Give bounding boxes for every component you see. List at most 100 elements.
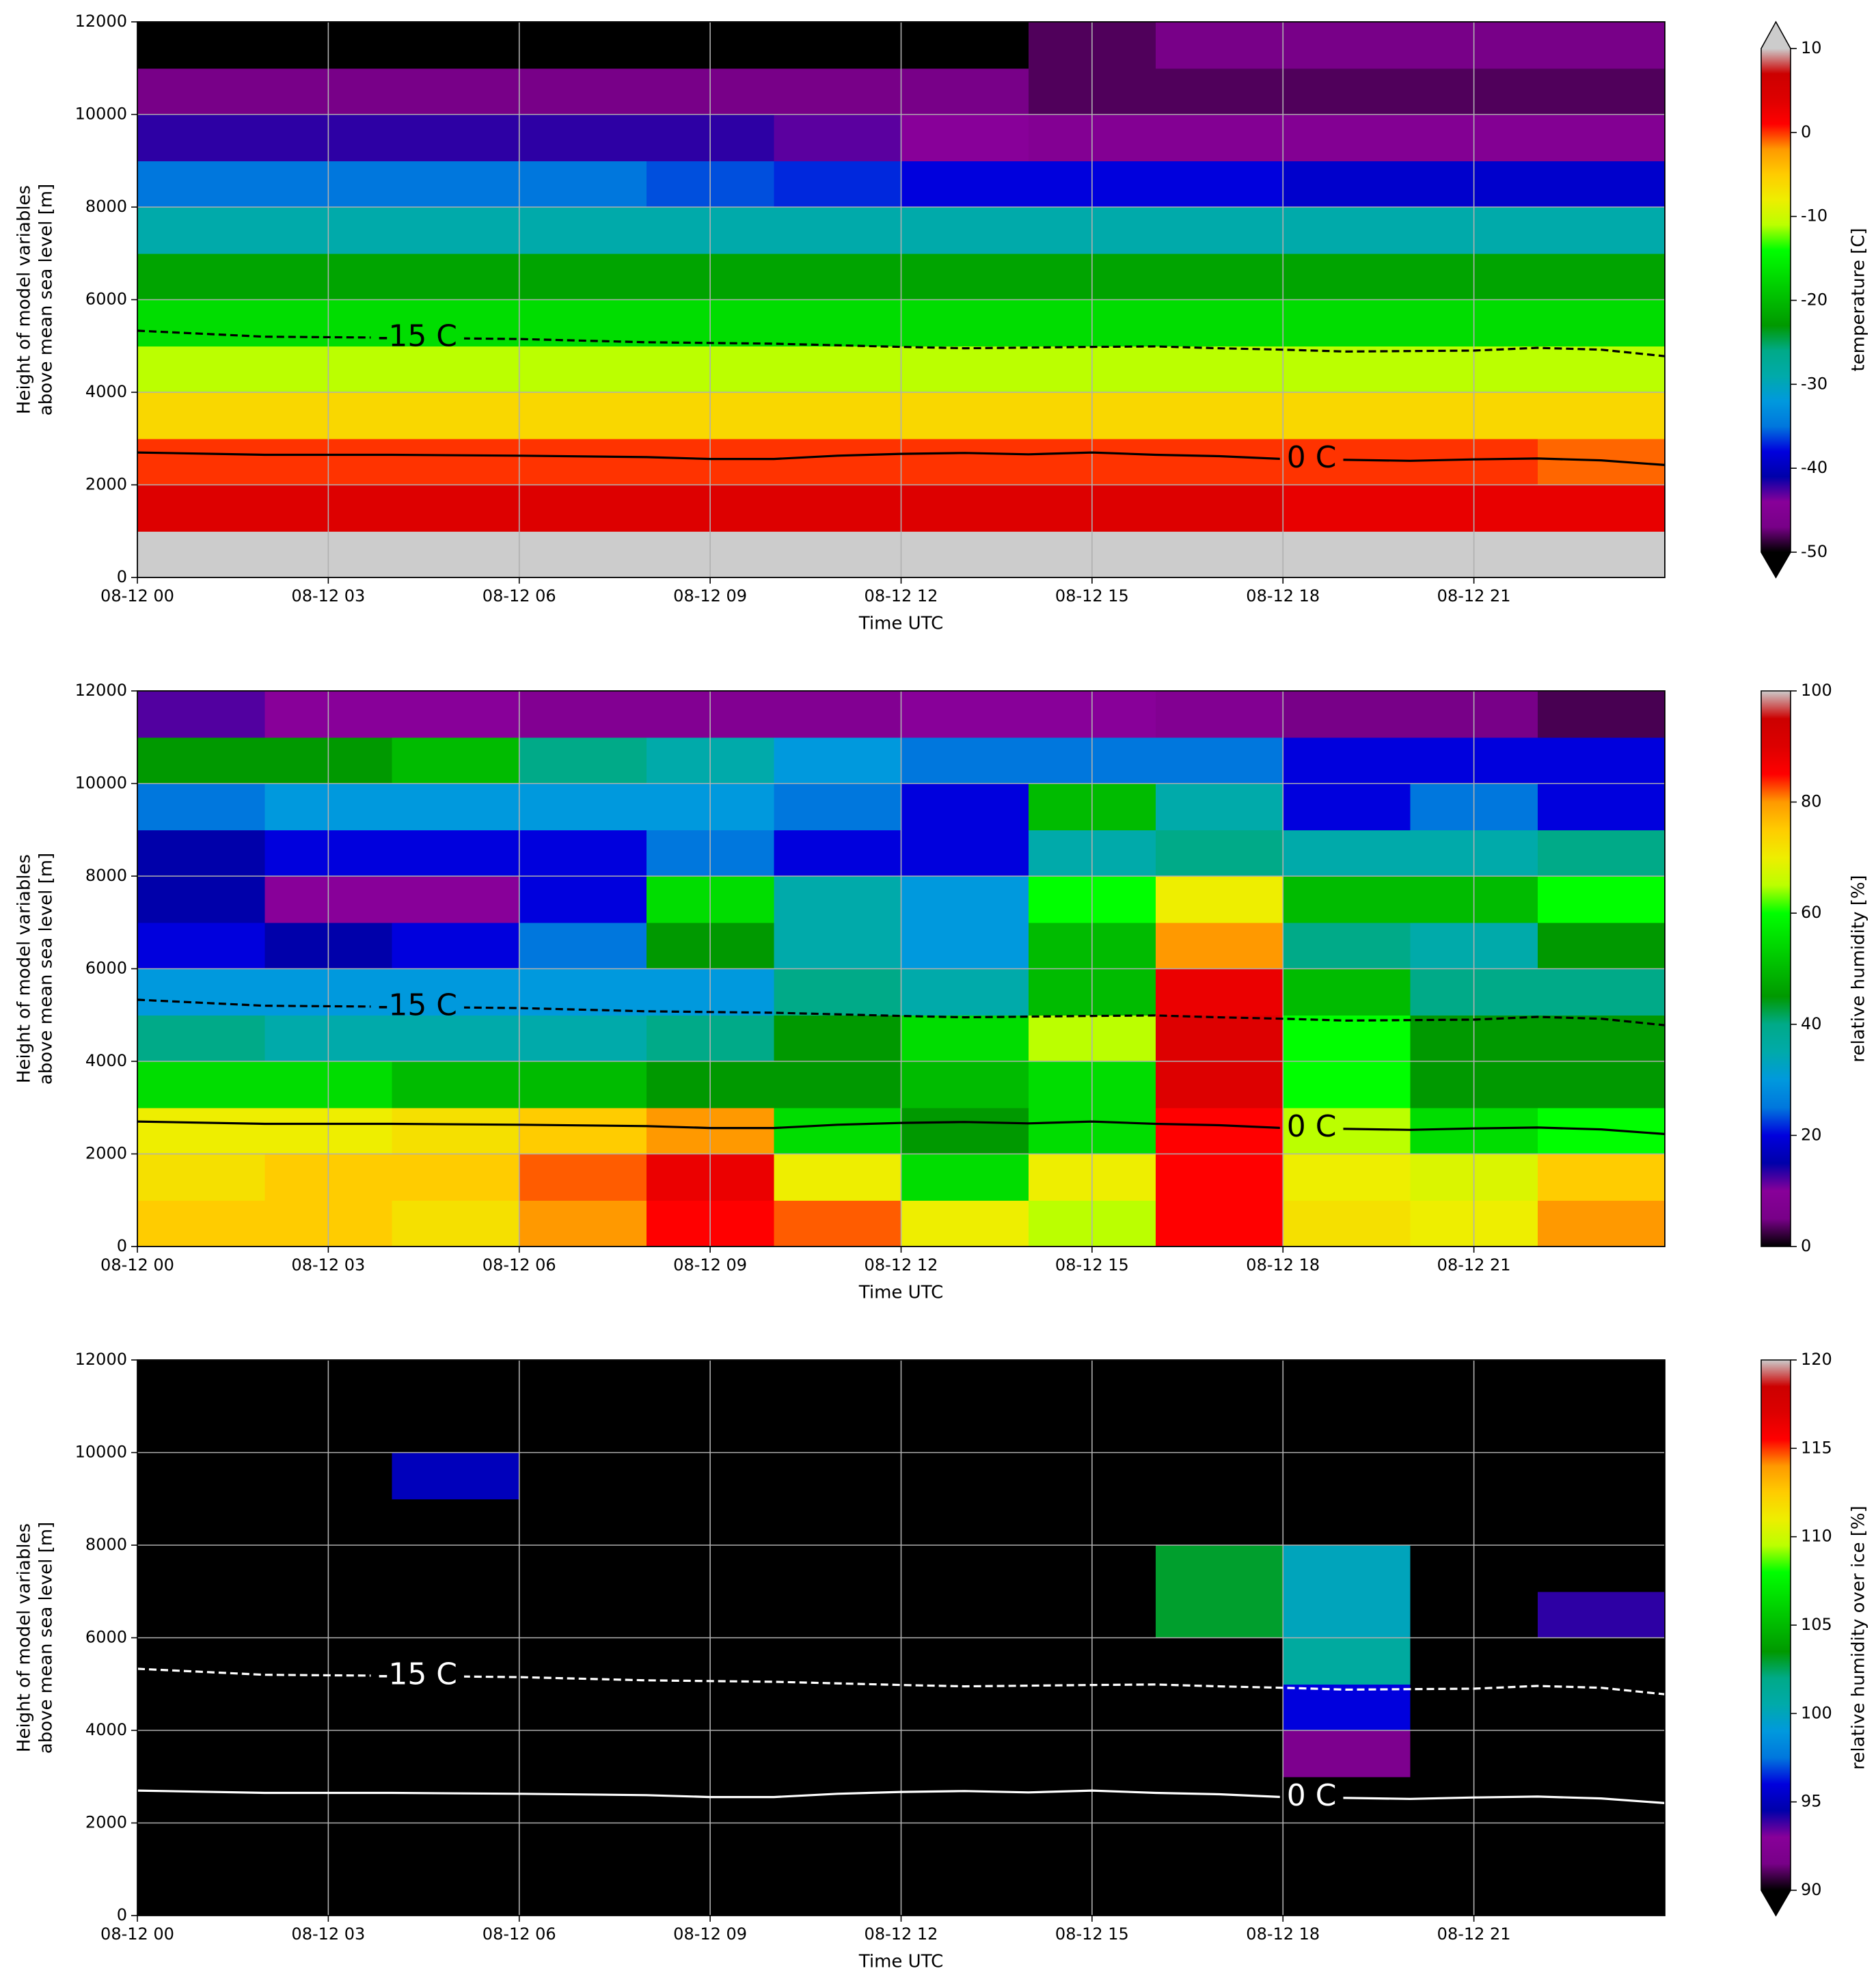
heatmap-cell [1283, 114, 1411, 161]
heatmap-cell [1156, 1015, 1283, 1062]
colorbar-extend-min [1761, 552, 1791, 577]
heatmap-cell [392, 1154, 520, 1201]
heatmap-cell [137, 830, 265, 877]
colorbar-tick-label: -20 [1801, 290, 1827, 310]
x-tick-label: 08-12 03 [291, 1924, 365, 1944]
heatmap-cell [1156, 392, 1283, 439]
heatmap-cell [1537, 1200, 1666, 1247]
heatmap-cell [1283, 922, 1411, 970]
heatmap-cell [1537, 968, 1666, 1016]
heatmap-cell [774, 922, 902, 970]
heatmap-cell [1537, 1730, 1666, 1778]
colorbar-tick-label: 0 [1801, 1236, 1811, 1255]
y-tick-label: 12000 [75, 1350, 127, 1369]
x-tick-label: 08-12 00 [100, 1924, 174, 1944]
y-tick-label: 12000 [75, 681, 127, 700]
heatmap-cell [774, 830, 902, 877]
contour-line [137, 1120, 1666, 1135]
heatmap-cell [901, 22, 1029, 69]
y-tick-label: 8000 [85, 1535, 127, 1554]
heatmap-cell [1283, 1406, 1411, 1454]
heatmap-cell [774, 1452, 902, 1499]
colorbar-tick-label: 10 [1801, 38, 1822, 57]
y-axis-label: Height of model variables [14, 1523, 35, 1752]
heatmap-cell [774, 1730, 902, 1778]
y-tick-label: 4000 [85, 1051, 127, 1070]
x-tick-label: 08-12 18 [1246, 1255, 1320, 1275]
x-tick-label: 08-12 21 [1437, 1255, 1511, 1275]
heatmap-cell [774, 1823, 902, 1870]
heatmap-cell [774, 1499, 902, 1546]
heatmap-cell [137, 737, 265, 785]
heatmap-cell [137, 1776, 265, 1824]
heatmap-cell [774, 22, 902, 69]
heatmap-cell [392, 1200, 520, 1247]
heatmap-cell [1156, 1823, 1283, 1870]
heatmap-cell [901, 968, 1029, 1016]
heatmap-cell [774, 1406, 902, 1454]
heatmap-cell [1156, 1107, 1283, 1155]
x-tick-label: 08-12 00 [100, 1255, 174, 1275]
x-tick-label: 08-12 06 [482, 586, 556, 605]
heatmap-cell [1156, 346, 1283, 393]
colorbar-tick-label: 0 [1801, 122, 1811, 141]
heatmap-cell [1283, 1154, 1411, 1201]
heatmap-cell [392, 531, 520, 578]
heatmap-cell [1283, 299, 1411, 346]
colorbar-tick-label: 105 [1801, 1615, 1832, 1634]
heatmap-cell [901, 392, 1029, 439]
heatmap-cell [1156, 114, 1283, 161]
heatmap-cell [519, 299, 647, 346]
heatmap-cell [1537, 922, 1666, 970]
heatmap-cell [1537, 691, 1666, 738]
heatmap-cell [137, 22, 265, 69]
heatmap-cell [1156, 1730, 1283, 1778]
heatmap-cell [1156, 253, 1283, 301]
heatmap-cell [774, 161, 902, 208]
heatmap-cell [137, 1499, 265, 1546]
heatmap-cell [519, 346, 647, 393]
colorbar-extend-min [1761, 1890, 1791, 1916]
heatmap-cell [137, 1545, 265, 1592]
heatmap-cell [519, 1360, 647, 1407]
y-tick-label: 0 [117, 1236, 127, 1255]
heatmap-cell [1537, 207, 1666, 254]
heatmap-cell [1283, 691, 1411, 738]
heatmap-cell [1156, 691, 1283, 738]
heatmap-cell [1283, 968, 1411, 1016]
heatmap-cell [774, 531, 902, 578]
heatmap-cell [392, 22, 520, 69]
x-tick-label: 08-12 15 [1055, 1924, 1129, 1944]
heatmap-cell [1537, 299, 1666, 346]
heatmap-cell [1156, 1545, 1283, 1592]
heatmap-cell [1156, 737, 1283, 785]
heatmap-cell [901, 1869, 1029, 1916]
heatmap-cell [1283, 346, 1411, 393]
heatmap-cell [901, 737, 1029, 785]
heatmap-cell [1283, 1776, 1411, 1824]
heatmap-cell [1156, 22, 1283, 69]
contour-line [137, 998, 1666, 1026]
heatmap-cell [137, 346, 265, 393]
x-tick-label: 08-12 00 [100, 586, 174, 605]
colorbar-tick-label: 100 [1801, 681, 1832, 700]
heatmap-cell [1537, 253, 1666, 301]
panel: 08-12 00 08-12 03 08-12 06 08-12 09 08-12 12… [14, 681, 1869, 1303]
heatmap-cell [392, 1869, 520, 1916]
y-axis-label: above mean sea level [m] [36, 853, 57, 1085]
heatmap-cell [137, 1452, 265, 1499]
heatmap-cell [1537, 1406, 1666, 1454]
heatmap-cell [392, 922, 520, 970]
heatmap-cell [901, 876, 1029, 923]
heatmap-cell [392, 114, 520, 161]
y-axis-label: above mean sea level [m] [36, 184, 57, 416]
heatmap-cell [1156, 1776, 1283, 1824]
heatmap-cell [1537, 531, 1666, 578]
heatmap-cell [1537, 438, 1666, 486]
heatmap-cell [774, 299, 902, 346]
heatmap-cell [392, 253, 520, 301]
colorbar-tick-label: -40 [1801, 458, 1827, 477]
heatmap-cell [137, 1200, 265, 1247]
heatmap-cell [1156, 485, 1283, 532]
heatmap-cell [1537, 161, 1666, 208]
